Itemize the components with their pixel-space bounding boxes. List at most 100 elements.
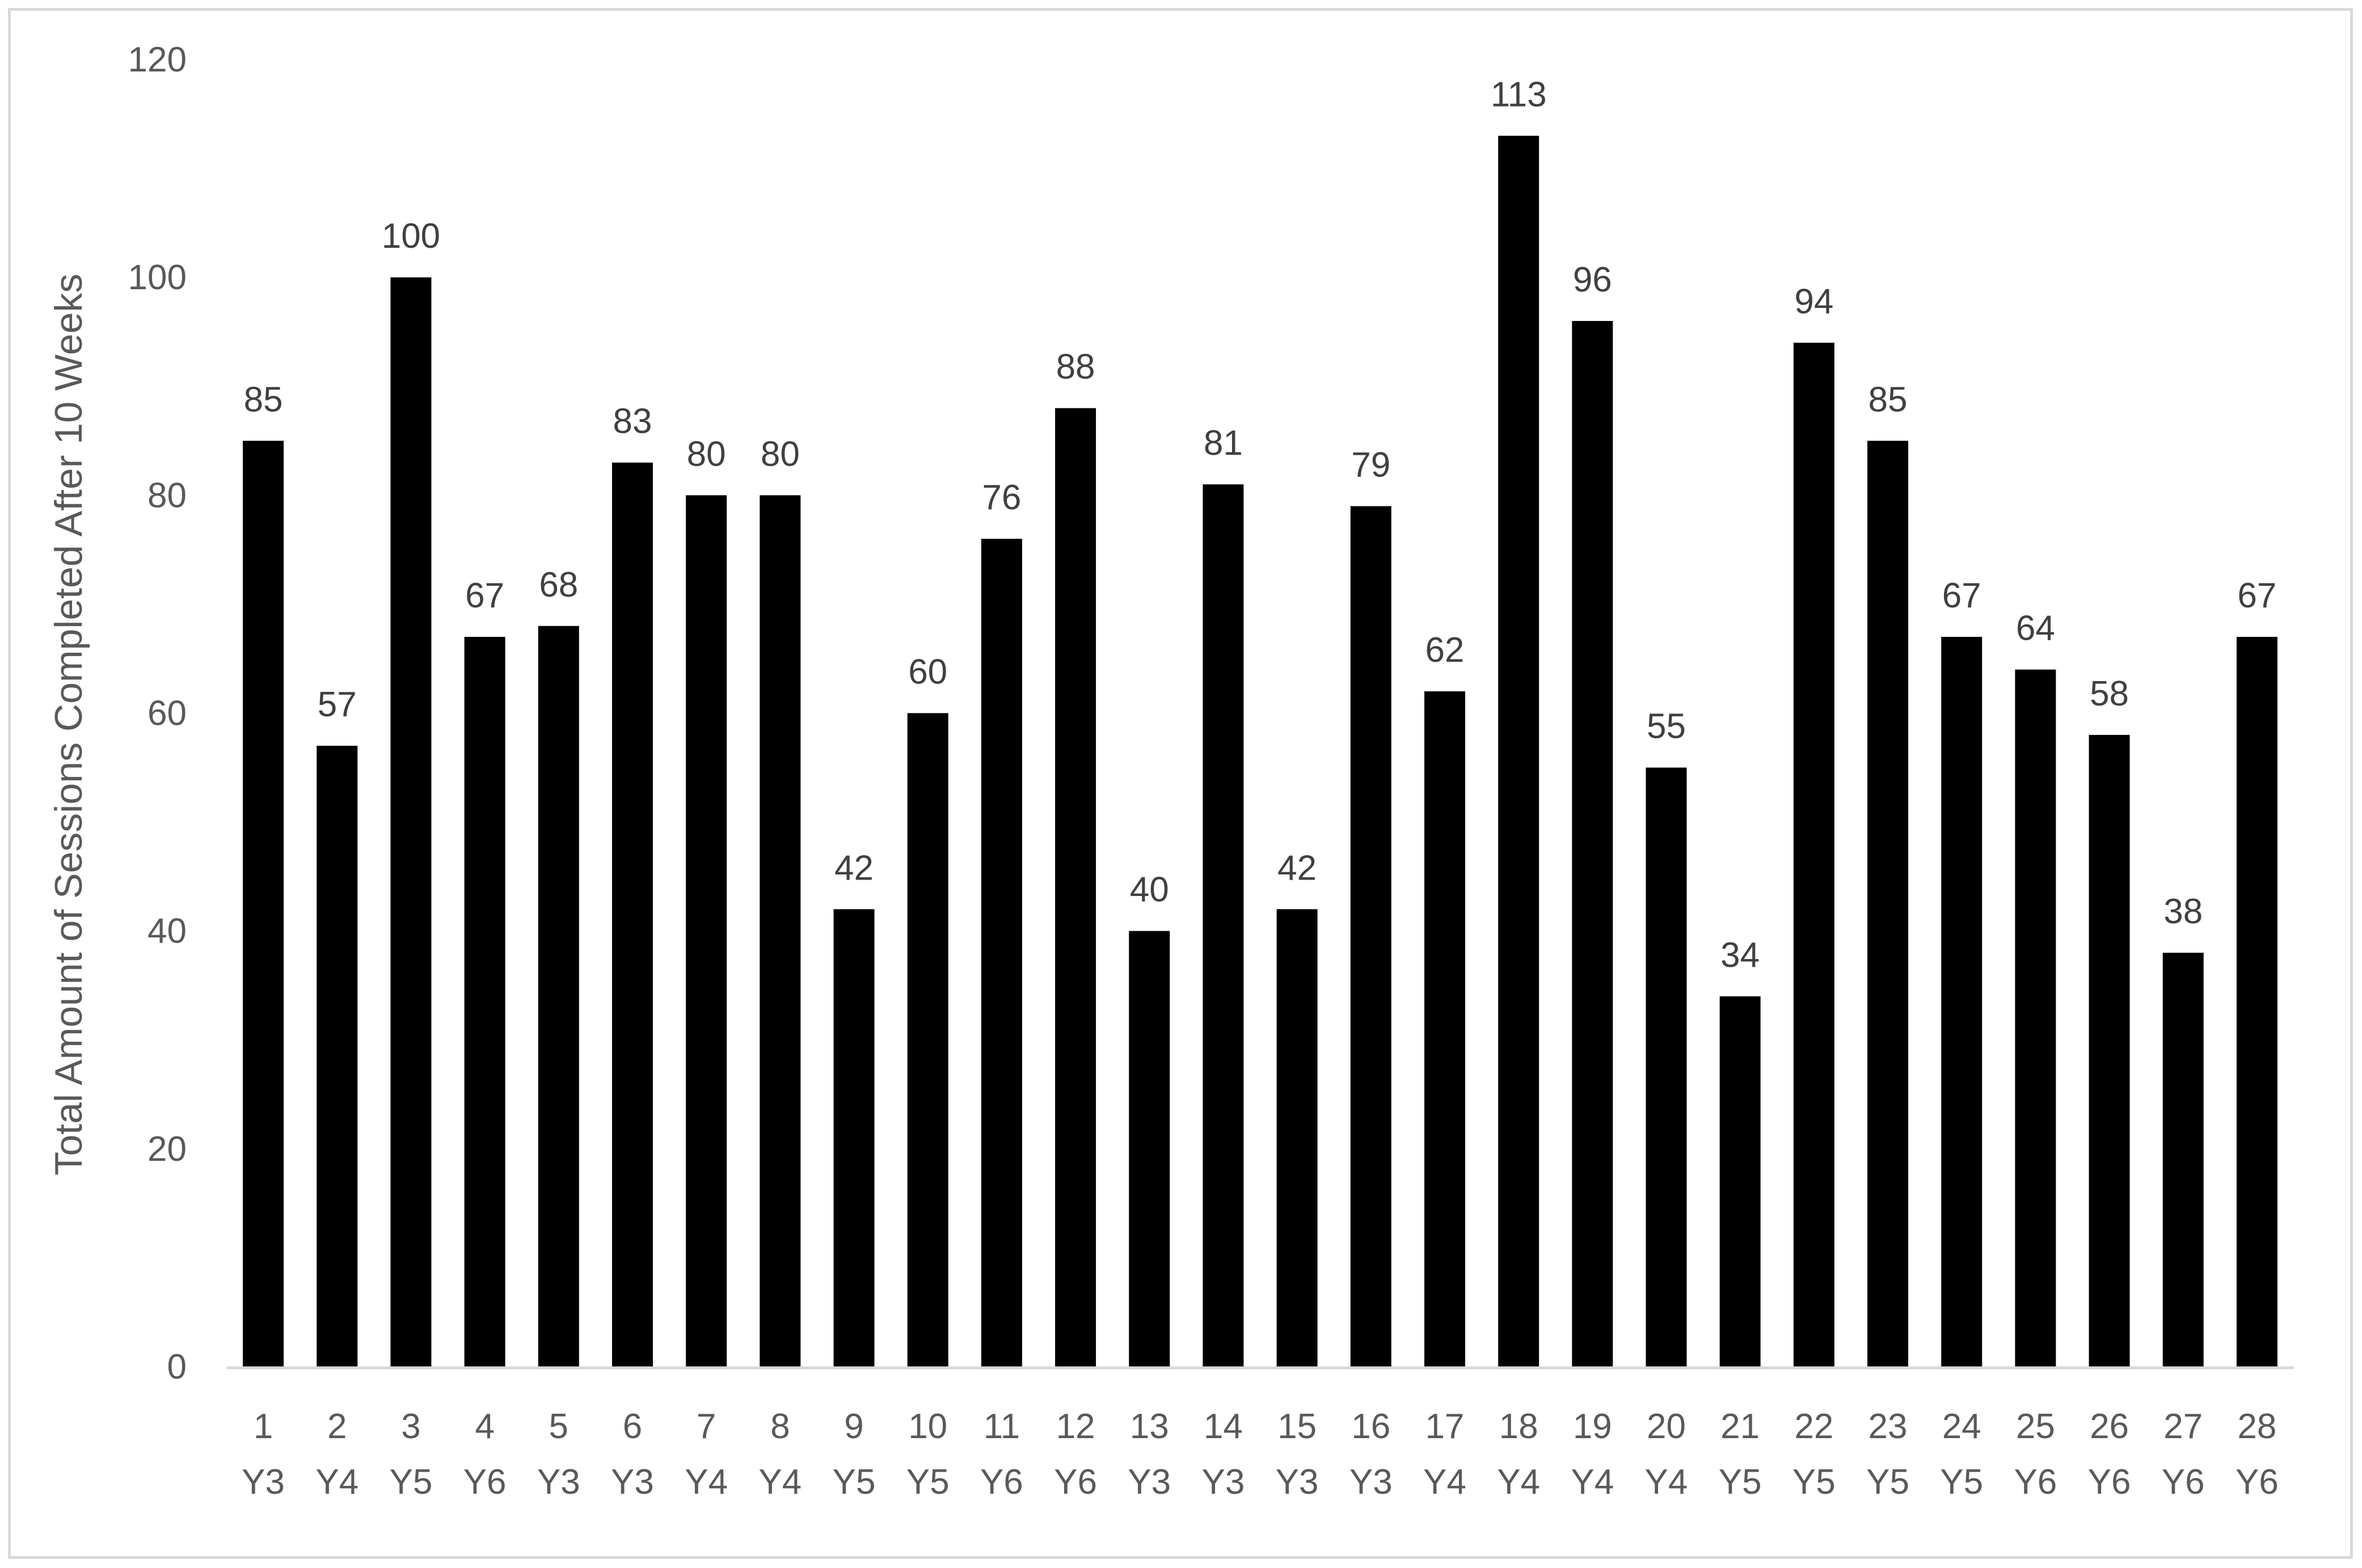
- x-tick-label-id: 10: [908, 1407, 947, 1446]
- x-tick-label-group: Y4: [1645, 1463, 1688, 1502]
- bar: [907, 713, 948, 1367]
- y-tick-label: 100: [128, 258, 187, 297]
- data-labels: 85 57 100 67 68 83 80 80 42 60 76 88 40 81 42 79 62 113 96…: [244, 75, 2277, 974]
- bar: [390, 277, 432, 1367]
- bar: [1867, 441, 1909, 1367]
- x-tick-label-group: Y6: [2088, 1463, 2131, 1502]
- bar: [1129, 931, 1170, 1367]
- bar: [833, 909, 875, 1367]
- data-label: 68: [539, 565, 578, 605]
- x-tick-label-id: 5: [549, 1407, 568, 1446]
- x-tick-label-group: Y5: [1719, 1463, 1762, 1502]
- data-label: 58: [2090, 674, 2129, 713]
- x-tick-label-id: 17: [1425, 1407, 1464, 1446]
- data-label: 79: [1351, 446, 1390, 485]
- data-label: 100: [382, 217, 440, 256]
- x-tick-label-group: Y5: [833, 1463, 876, 1502]
- bar: [1793, 343, 1834, 1367]
- x-tick-label-id: 24: [1942, 1407, 1981, 1446]
- bar: [243, 441, 284, 1367]
- x-tick-label-group: Y3: [1201, 1463, 1245, 1502]
- x-tick-label-id: 27: [2163, 1407, 2203, 1446]
- x-tick-label-id: 28: [2237, 1407, 2276, 1446]
- x-tick-label-group: Y5: [1940, 1463, 1983, 1502]
- x-tick-label-group: Y4: [315, 1463, 358, 1502]
- bar: [2236, 637, 2277, 1367]
- data-label: 42: [1277, 848, 1317, 887]
- bar: [1498, 136, 1539, 1367]
- data-label: 83: [613, 402, 652, 441]
- x-tick-label-group: Y6: [2162, 1463, 2205, 1502]
- bar: [981, 539, 1022, 1367]
- data-label: 113: [1491, 75, 1547, 114]
- bar: [1572, 321, 1613, 1367]
- bar: [1941, 637, 1983, 1367]
- x-tick-label-group: Y3: [1349, 1463, 1393, 1502]
- y-tick-label: 20: [147, 1130, 187, 1169]
- data-label: 80: [687, 434, 726, 474]
- data-label: 55: [1647, 707, 1686, 746]
- x-tick-label-group: Y5: [1792, 1463, 1836, 1502]
- x-tick-label-id: 15: [1277, 1407, 1317, 1446]
- bar: [760, 495, 801, 1367]
- x-tick-label-group: Y5: [1866, 1463, 1909, 1502]
- x-tick-label-id: 25: [2016, 1407, 2055, 1446]
- x-tick-label-group: Y5: [390, 1463, 433, 1502]
- data-label: 67: [1942, 576, 1981, 615]
- data-label: 94: [1794, 282, 1833, 321]
- data-label: 76: [982, 478, 1021, 517]
- bar: [1350, 506, 1391, 1367]
- x-tick-label-group: Y3: [611, 1463, 654, 1502]
- x-tick-label-id: 7: [697, 1407, 716, 1446]
- data-label: 88: [1056, 348, 1095, 387]
- bars: [243, 136, 2277, 1367]
- data-label: 80: [761, 434, 800, 474]
- x-tick-label-id: 26: [2090, 1407, 2129, 1446]
- x-tick-label-group: Y3: [242, 1463, 285, 1502]
- x-tick-label-id: 12: [1056, 1407, 1095, 1446]
- x-tick-label-id: 8: [770, 1407, 790, 1446]
- x-tick-label-group: Y4: [1423, 1463, 1466, 1502]
- x-tick-label-group: Y6: [1054, 1463, 1097, 1502]
- x-tick-label-id: 9: [844, 1407, 863, 1446]
- x-tick-label-id: 21: [1720, 1407, 1760, 1446]
- x-tick-label-group: Y6: [463, 1463, 507, 1502]
- data-label: 60: [908, 653, 947, 692]
- x-tick-label-group: Y4: [1497, 1463, 1540, 1502]
- x-tick-label-group: Y4: [685, 1463, 728, 1502]
- bar: [611, 462, 653, 1367]
- data-label: 40: [1130, 870, 1169, 910]
- x-tick-label-group: Y6: [2014, 1463, 2057, 1502]
- bar: [1203, 484, 1244, 1367]
- bar: [1276, 909, 1318, 1367]
- y-tick-label: 120: [128, 40, 187, 79]
- x-tick-label-id: 13: [1130, 1407, 1169, 1446]
- x-tick-label-group: Y6: [980, 1463, 1023, 1502]
- x-tick-label-id: 20: [1647, 1407, 1686, 1446]
- x-axis-ticks: 1 Y3 2 Y4 3 Y5 4 Y6 5 Y3 6 Y3 7 Y4 8 Y4 9 Y5 10 Y5 11 Y6 12 Y6 1…: [242, 1407, 2279, 1502]
- x-tick-label-id: 3: [401, 1407, 420, 1446]
- x-tick-label-id: 16: [1351, 1407, 1390, 1446]
- data-label: 67: [2237, 576, 2276, 615]
- x-tick-label-id: 11: [984, 1407, 1020, 1446]
- data-label: 64: [2016, 609, 2055, 648]
- x-tick-label-group: Y6: [2236, 1463, 2279, 1502]
- x-tick-label-id: 2: [327, 1407, 347, 1446]
- data-label: 85: [244, 380, 283, 419]
- x-tick-label-id: 1: [254, 1407, 273, 1446]
- chart-frame: 0 20 40 60 80 100 120 85 57 100 67 68 83 80 80 42 60 76 8…: [8, 8, 2353, 1559]
- data-label: 57: [318, 685, 357, 724]
- x-tick-label-id: 19: [1573, 1407, 1612, 1446]
- y-tick-label: 60: [147, 694, 187, 733]
- x-tick-label-id: 18: [1499, 1407, 1538, 1446]
- data-label: 96: [1573, 260, 1612, 299]
- bar: [1055, 408, 1096, 1367]
- x-tick-label-group: Y3: [1276, 1463, 1319, 1502]
- y-tick-label: 40: [147, 912, 187, 951]
- data-label: 42: [834, 848, 874, 887]
- data-label: 62: [1425, 631, 1464, 670]
- bar: [1719, 996, 1761, 1367]
- x-tick-label-id: 22: [1794, 1407, 1833, 1446]
- data-label: 67: [465, 576, 504, 615]
